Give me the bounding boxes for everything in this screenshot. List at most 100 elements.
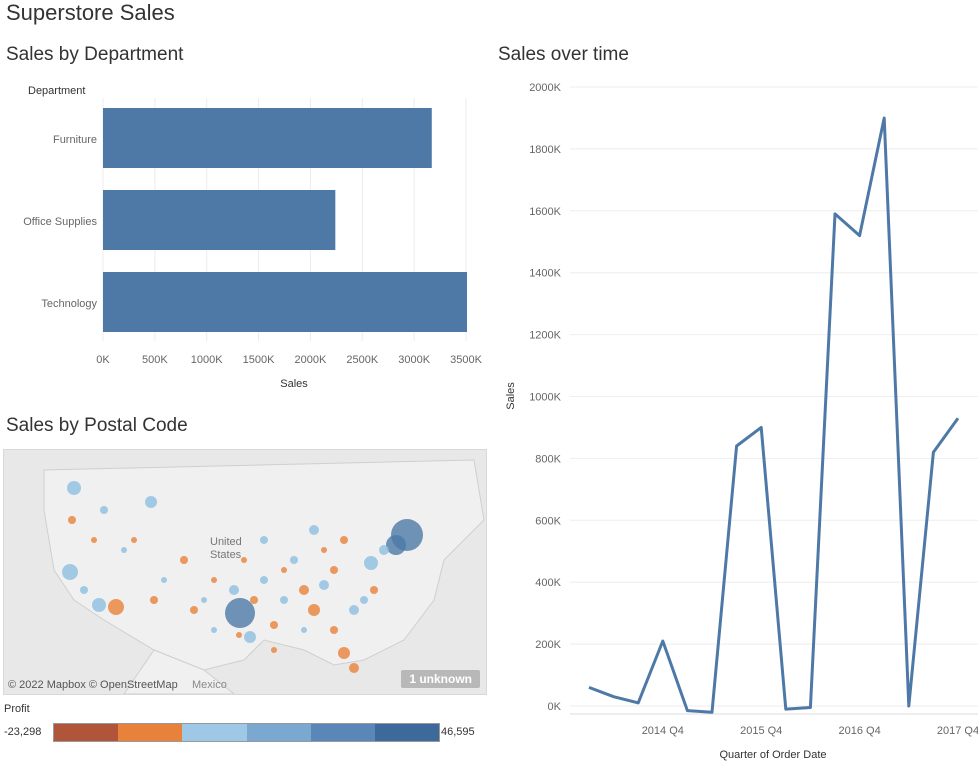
bar-category-label: Furniture: [53, 134, 97, 146]
line-x-tick-label: 2015 Q4: [740, 725, 782, 737]
mexico-label: Mexico: [192, 679, 227, 691]
department-bar: [103, 108, 432, 168]
bar-x-tick-label: 2000K: [295, 354, 327, 366]
map-data-point: [260, 576, 268, 584]
map-data-point: [190, 606, 198, 614]
map-data-point: [145, 496, 157, 508]
map-data-point: [308, 604, 320, 616]
map-attribution[interactable]: © 2022 Mapbox © OpenStreetMap: [8, 679, 178, 691]
map-data-point: [150, 596, 158, 604]
line-y-tick-label: 1000K: [529, 392, 561, 404]
map-data-point: [92, 598, 106, 612]
line-y-axis-label: Sales: [505, 382, 517, 410]
map-data-point: [100, 506, 108, 514]
map-data-point: [201, 597, 207, 603]
department-bar: [103, 272, 468, 332]
map-data-point: [281, 567, 287, 573]
map-data-point: [121, 547, 127, 553]
profit-legend-min: -23,298: [4, 726, 42, 738]
map-data-point: [360, 596, 368, 604]
line-y-tick-label: 2000K: [529, 82, 561, 94]
dashboard-title: Superstore Sales: [6, 0, 175, 25]
line-x-tick-label: 2017 Q4: [937, 725, 978, 737]
map-data-point: [330, 626, 338, 634]
map-data-point: [321, 547, 327, 553]
map-data-point: [330, 566, 338, 574]
map-data-point: [260, 536, 268, 544]
map-data-point: [349, 605, 359, 615]
line-y-tick-label: 800K: [535, 453, 561, 465]
line-y-tick-label: 1400K: [529, 268, 561, 280]
map-data-point: [91, 537, 97, 543]
map-canvas: [43, 459, 485, 694]
map-data-point: [211, 627, 217, 633]
postal-map-title: Sales by Postal Code: [6, 415, 188, 436]
bar-y-axis-label: Department: [28, 85, 85, 97]
map-data-point: [131, 537, 137, 543]
legend-color-step: [310, 724, 375, 741]
legend-color-step: [374, 724, 440, 741]
bar-x-axis-label: Sales: [280, 378, 308, 390]
map-data-point: [68, 516, 76, 524]
bar-x-tick-label: 1500K: [243, 354, 275, 366]
map-data-point: [180, 556, 188, 564]
postal-code-map[interactable]: United States Mexico © 2022 Mapbox © Open…: [3, 449, 487, 695]
mexico-landmass: [123, 649, 235, 694]
bar-x-tick-label: 500K: [142, 354, 168, 366]
bar-x-tick-label: 3000K: [398, 354, 430, 366]
time-chart-title: Sales over time: [498, 44, 629, 65]
map-data-point: [241, 557, 247, 563]
line-y-tick-label: 400K: [535, 577, 561, 589]
united-states-label: United States: [210, 536, 242, 561]
map-data-point: [250, 596, 258, 604]
bar-x-tick-label: 1000K: [191, 354, 223, 366]
sales-over-time-line-chart[interactable]: 0K 200K 400K 600K 800K 1000K 1200K 1400K 1600K 18…: [490, 74, 978, 764]
bar-category-label: Office Supplies: [23, 216, 97, 228]
map-data-point: [271, 647, 277, 653]
line-x-tick-label: 2016 Q4: [838, 725, 880, 737]
department-chart-title: Sales by Department: [6, 44, 184, 65]
map-data-point: [108, 599, 124, 615]
map-data-point: [386, 535, 406, 555]
map-data-point: [225, 598, 255, 628]
map-data-point: [370, 586, 378, 594]
line-y-tick-label: 600K: [535, 515, 561, 527]
map-data-point: [319, 580, 329, 590]
map-data-point: [229, 585, 239, 595]
map-data-point: [244, 631, 256, 643]
us-landmass: [43, 459, 485, 671]
department-bar-chart[interactable]: Department 0K 500K 1000K 1500K 2000K 2500K 3000…: [0, 78, 490, 398]
map-data-point: [299, 585, 309, 595]
map-data-point: [62, 564, 78, 580]
map-data-point: [379, 545, 389, 555]
line-y-tick-label: 1800K: [529, 144, 561, 156]
map-data-point: [364, 556, 378, 570]
profit-legend-max: 46,595: [441, 726, 475, 738]
bar-x-tick-label: 2500K: [346, 354, 378, 366]
department-bar: [103, 190, 336, 250]
map-data-point: [80, 586, 88, 594]
sales-series-line: [588, 116, 960, 714]
map-data-point: [270, 621, 278, 629]
legend-color-step: [54, 724, 119, 741]
map-data-point: [338, 647, 350, 659]
bar-category-label: Technology: [41, 298, 97, 310]
profit-legend-title: Profit: [4, 703, 30, 715]
line-x-axis-label: Quarter of Order Date: [720, 749, 827, 761]
map-data-point: [211, 577, 217, 583]
bar-x-tick-label: 0K: [96, 354, 110, 366]
line-x-tick-label: 2014 Q4: [642, 725, 684, 737]
map-data-point: [290, 556, 298, 564]
profit-color-legend[interactable]: [53, 723, 440, 742]
map-data-point: [280, 596, 288, 604]
map-data-point: [301, 627, 307, 633]
line-y-tick-label: 0K: [548, 701, 562, 713]
bar-x-tick-label: 3500K: [450, 354, 482, 366]
map-data-point: [309, 525, 319, 535]
unknown-locations-badge[interactable]: 1 unknown: [401, 670, 480, 688]
map-data-point: [236, 632, 242, 638]
line-y-tick-label: 1200K: [529, 330, 561, 342]
line-y-tick-label: 1600K: [529, 206, 561, 218]
legend-color-step: [182, 724, 247, 741]
legend-color-step: [118, 724, 183, 741]
